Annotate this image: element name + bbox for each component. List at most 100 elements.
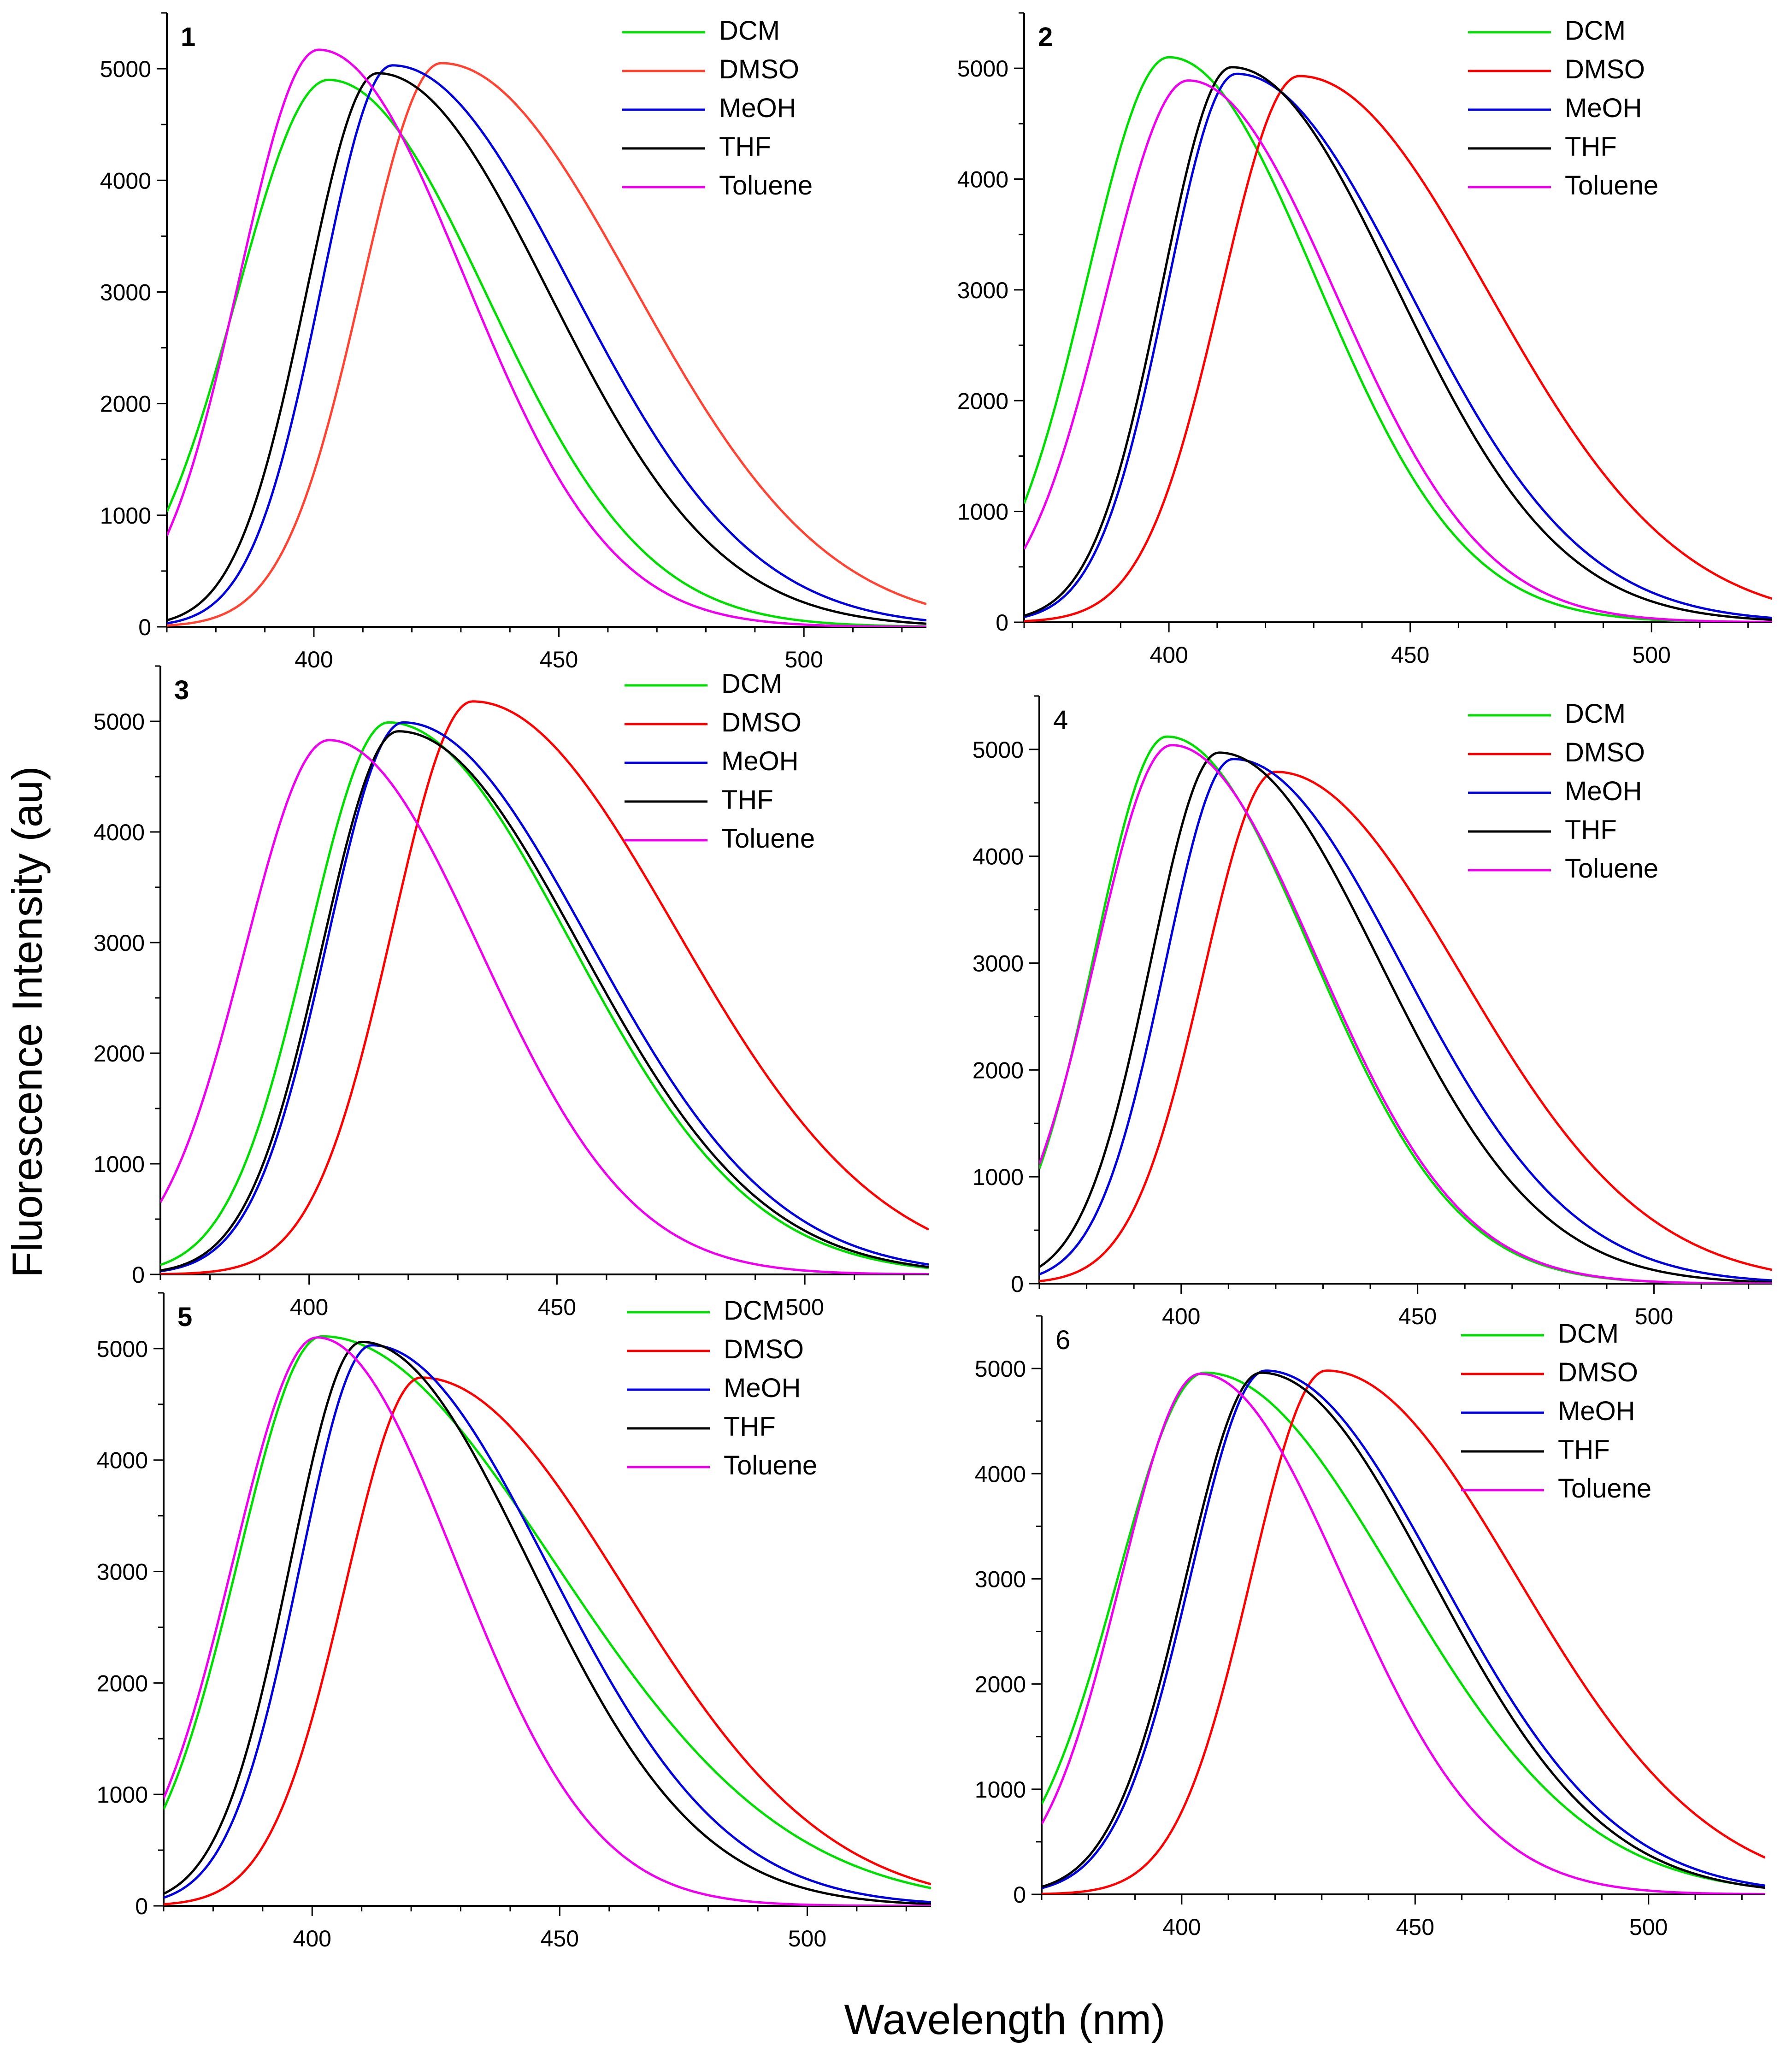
y-tick-label: 5000: [973, 737, 1024, 763]
series-line-thf: [1042, 1371, 1765, 1889]
y-tick-label: 5000: [97, 1336, 148, 1362]
x-tick-label: 400: [293, 1926, 331, 1952]
legend-label-dmso: DMSO: [1558, 1357, 1638, 1387]
y-tick-label: 2000: [94, 1041, 145, 1067]
series-line-thf: [164, 1340, 931, 1905]
x-tick-label: 500: [1633, 642, 1671, 668]
y-tick-label: 0: [138, 614, 151, 640]
legend-label-dmso: DMSO: [1565, 54, 1645, 84]
y-tick-label: 2000: [975, 1672, 1026, 1698]
legend-label-thf: THF: [724, 1412, 776, 1442]
panel-label: 5: [177, 1302, 192, 1332]
series-line-dmso: [1039, 771, 1772, 1283]
y-tick-label: 3000: [975, 1566, 1026, 1592]
y-tick-label: 4000: [94, 820, 145, 845]
y-tick-label: 3000: [957, 277, 1008, 303]
y-tick-label: 5000: [100, 56, 151, 82]
x-tick-label: 400: [1162, 1303, 1200, 1329]
y-axis-title: Fluorescence Intensity (au): [4, 766, 51, 1278]
y-tick-label: 3000: [973, 951, 1024, 977]
series-line-dmso: [1042, 1369, 1765, 1894]
y-tick-label: 1000: [957, 499, 1008, 525]
legend-label-dmso: DMSO: [1565, 737, 1645, 767]
legend-label-thf: THF: [1565, 815, 1617, 845]
series-line-thf: [167, 72, 926, 625]
y-tick-label: 0: [132, 1262, 145, 1288]
y-tick-label: 4000: [100, 168, 151, 194]
legend-label-dmso: DMSO: [724, 1334, 804, 1364]
y-tick-label: 0: [1011, 1271, 1024, 1297]
legend-label-dcm: DCM: [724, 1296, 784, 1326]
chart-panel-1: 0 1000 2000 3000 4000 5000 400 450 500 1 DCM DMSO Me…: [100, 12, 926, 672]
panel-label: 4: [1053, 705, 1068, 735]
legend-label-toluene: Toluene: [1558, 1474, 1651, 1504]
legend-label-meoh: MeOH: [719, 93, 796, 123]
series-line-toluene: [167, 48, 926, 627]
chart-panel-5: 0 1000 2000 3000 4000 5000 400 450 500 5 DCM DMSO Me…: [97, 1292, 931, 1952]
series-line-dcm: [1042, 1371, 1765, 1889]
legend-label-dcm: DCM: [1565, 699, 1626, 729]
series-line-toluene: [160, 739, 929, 1274]
panel-label: 2: [1038, 22, 1053, 52]
legend-label-thf: THF: [719, 132, 771, 162]
series-line-dcm: [1024, 56, 1772, 622]
legend-label-thf: THF: [721, 785, 773, 815]
y-tick-label: 0: [135, 1893, 148, 1919]
x-tick-label: 450: [1398, 1303, 1437, 1329]
legend-label-dmso: DMSO: [719, 54, 799, 84]
y-tick-label: 1000: [100, 503, 151, 529]
y-tick-label: 4000: [957, 167, 1008, 193]
x-tick-label: 450: [1396, 1914, 1434, 1940]
legend-label-toluene: Toluene: [724, 1450, 817, 1480]
y-tick-label: 3000: [94, 930, 145, 956]
legend-label-toluene: Toluene: [719, 171, 813, 200]
chart-panel-2: 0 1000 2000 3000 4000 5000 400 450 500 2 DCM DMSO Me…: [957, 12, 1772, 668]
x-tick-label: 400: [290, 1294, 328, 1320]
y-tick-label: 5000: [957, 56, 1008, 82]
series-line-thf: [160, 730, 929, 1272]
panel-label: 6: [1055, 1325, 1070, 1355]
x-tick-label: 400: [295, 647, 333, 672]
y-tick-label: 0: [996, 610, 1008, 636]
y-tick-label: 1000: [94, 1151, 145, 1177]
y-tick-label: 5000: [975, 1356, 1026, 1382]
series-group: [164, 1335, 931, 1906]
y-tick-label: 1000: [973, 1164, 1024, 1190]
y-tick-label: 3000: [100, 279, 151, 305]
series-line-dcm: [160, 721, 929, 1269]
legend-label-meoh: MeOH: [1565, 93, 1642, 123]
y-tick-label: 4000: [975, 1461, 1026, 1487]
x-tick-label: 400: [1149, 642, 1188, 668]
series-line-dmso: [1024, 75, 1772, 622]
legend-label-dcm: DCM: [721, 669, 782, 699]
series-line-dcm: [164, 1335, 931, 1889]
series-line-toluene: [1042, 1372, 1765, 1894]
legend-label-dcm: DCM: [719, 16, 780, 46]
series-line-toluene: [1024, 79, 1772, 622]
y-tick-label: 3000: [97, 1559, 148, 1585]
legend-label-meoh: MeOH: [724, 1373, 801, 1403]
legend-label-thf: THF: [1565, 132, 1617, 162]
series-line-meoh: [164, 1344, 931, 1904]
y-tick-label: 5000: [94, 709, 145, 735]
y-tick-label: 2000: [957, 388, 1008, 414]
legend-label-toluene: Toluene: [1565, 854, 1658, 884]
y-tick-label: 1000: [97, 1782, 148, 1808]
chart-panel-3: 0 1000 2000 3000 4000 5000 400 450 500 3 DCM DMSO Me…: [94, 665, 929, 1320]
series-line-toluene: [1039, 744, 1772, 1284]
x-tick-label: 500: [788, 1926, 826, 1952]
y-tick-label: 2000: [973, 1057, 1024, 1083]
legend-label-toluene: Toluene: [721, 824, 815, 854]
legend-label-meoh: MeOH: [721, 746, 799, 776]
legend-label-dmso: DMSO: [721, 708, 802, 737]
series-line-meoh: [167, 64, 926, 625]
x-tick-label: 500: [1629, 1914, 1668, 1940]
series-group: [1024, 56, 1772, 622]
legend-label-dcm: DCM: [1565, 16, 1626, 46]
chart-panel-6: 0 1000 2000 3000 4000 5000 400 450 500 6 DCM DMSO Me…: [975, 1315, 1765, 1940]
series-line-dmso: [160, 700, 929, 1274]
legend-label-toluene: Toluene: [1565, 171, 1658, 200]
panel-label: 3: [174, 675, 189, 705]
x-tick-label: 450: [538, 1294, 576, 1320]
